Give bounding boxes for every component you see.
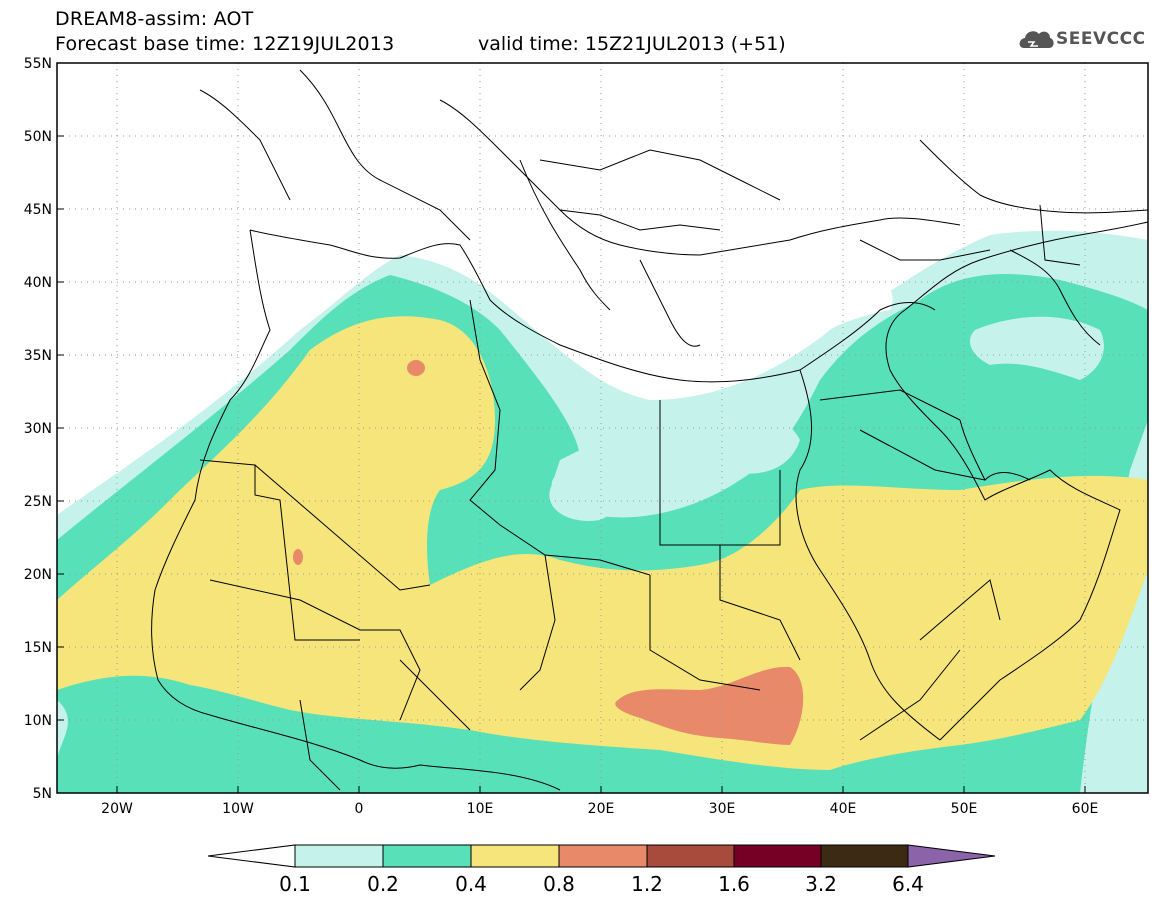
colorbar-swatch [294,844,384,868]
aot-band-0.8-sudan [615,666,804,745]
aot-band-0.1-iran [970,316,1104,380]
aot-band-0.8-mali [293,549,303,565]
colorbar-label: 0.8 [543,872,575,896]
aot-band-0.1-egypt [549,400,800,521]
lat-label: 30N [24,421,52,437]
lon-labels: 20W 10W 0 10E 20E 30E 40E 50E 60E [101,801,1098,817]
lon-label: 20E [588,801,615,817]
chart-title: DREAM8-assim: AOT [55,8,254,30]
lat-labels: 55N 50N 45N 40N 35N 30N 25N 20N 15N 10N … [24,56,52,802]
lon-label: 50E [951,801,978,817]
colorbar [207,844,996,868]
colorbar-swatch [820,844,909,868]
lat-label: 15N [24,640,52,656]
logo-text: SEEVCCC [1056,29,1146,49]
lat-label: 5N [33,786,52,802]
lon-label: 0 [355,801,364,817]
lon-label: 10W [222,801,254,817]
forecast-base-time: Forecast base time: 12Z19JUL2013 [55,33,395,55]
lat-label: 25N [24,494,52,510]
colorbar-label: 1.6 [718,872,750,896]
colorbar-swatch [646,844,735,868]
lat-label: 45N [24,202,52,218]
aot-band-0.8-algeria [407,360,425,376]
lat-label: 35N [24,348,52,364]
colorbar-swatch [382,844,472,868]
valid-time: valid time: 15Z21JUL2013 (+51) [478,33,786,55]
lat-label: 10N [24,713,52,729]
lat-label: 40N [24,275,52,291]
colorbar-label: 0.2 [367,872,399,896]
lon-label: 20W [101,801,133,817]
colorbar-label: 6.4 [892,872,924,896]
lon-label: 40E [830,801,857,817]
aot-band-0.4 [57,316,1148,770]
coastlines [151,69,1148,791]
lat-label: 20N [24,567,52,583]
lon-label: 60E [1072,801,1099,817]
lon-label: 30E [709,801,736,817]
colorbar-label: 3.2 [805,872,837,896]
colorbar-swatch [733,844,822,868]
colorbar-label: 0.4 [455,872,487,896]
mediterranean-sea [420,250,893,387]
colorbar-label: 1.2 [631,872,663,896]
lat-label: 50N [24,129,52,145]
colorbar-label: 0.1 [279,872,311,896]
colorbar-swatch [558,844,648,868]
lon-label: 10E [467,801,494,817]
colorbar-over-triangle [907,844,996,868]
colorbar-under-triangle [207,844,296,868]
borders [199,149,1081,791]
lat-label: 55N [24,56,52,72]
axis-ticks [57,62,1086,794]
colorbar-swatch [470,844,560,868]
cloud-logo-icon [1019,31,1054,48]
